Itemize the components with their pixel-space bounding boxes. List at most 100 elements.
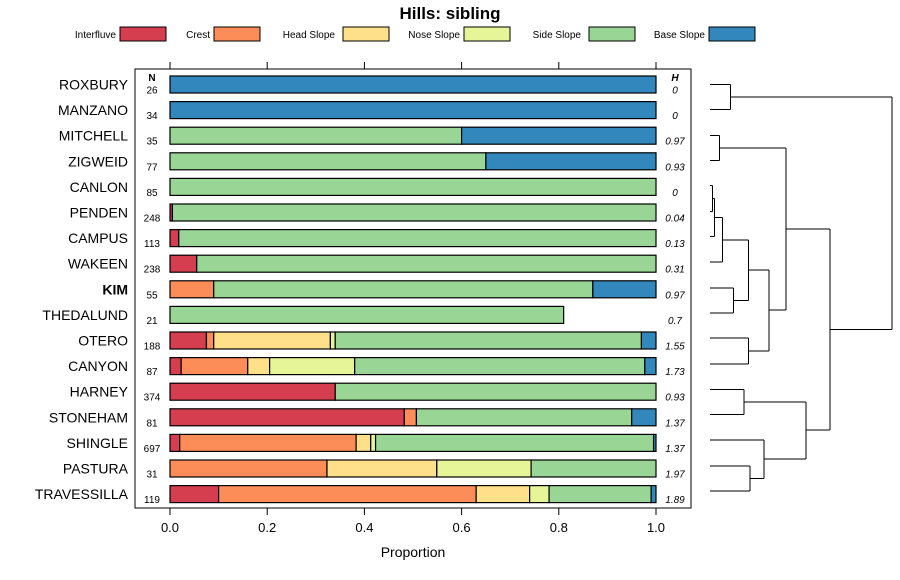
x-tick-label: 0.6 xyxy=(453,520,471,535)
bar-segment xyxy=(354,357,646,376)
row-n: 374 xyxy=(144,393,161,404)
row-mitchell: MITCHELL 35 0.97 xyxy=(59,126,685,148)
row-h: 0.97 xyxy=(665,137,685,148)
dendrogram-branch xyxy=(710,217,723,263)
bar-segment xyxy=(169,229,180,248)
x-axis: 0.0 0.2 0.4 0.6 0.8 1.0 xyxy=(161,508,665,535)
bar-segment xyxy=(370,433,377,452)
bar-segment xyxy=(475,485,531,504)
legend-label: Base Slope xyxy=(654,30,706,41)
legend: Interfluve Crest Head Slope Nose Slope Side … xyxy=(75,26,756,42)
bar-segment xyxy=(169,485,220,504)
bar-segment xyxy=(179,433,357,452)
row-thedalund: THEDALUND 21 0.7 xyxy=(42,305,682,327)
row-campus: CAMPUS 113 0.13 xyxy=(68,229,685,250)
bar-segment xyxy=(355,433,372,452)
dendrogram-branch xyxy=(710,84,892,110)
legend-swatch xyxy=(708,26,756,42)
legend-label: Nose Slope xyxy=(408,30,460,41)
bar-segment xyxy=(530,459,657,478)
dendrogram-branch xyxy=(710,185,713,212)
row-h: 0.93 xyxy=(665,393,685,404)
row-n: 697 xyxy=(144,444,161,455)
bar-segment xyxy=(374,433,655,452)
bar-segment xyxy=(196,254,657,273)
legend-swatch xyxy=(463,26,511,42)
row-label: ZIGWEID xyxy=(68,153,128,169)
bar-segment xyxy=(334,382,657,401)
bar-segment xyxy=(169,382,336,401)
row-n: 188 xyxy=(144,342,161,353)
bar-segment xyxy=(169,75,657,94)
row-h: 1.97 xyxy=(665,470,685,481)
bar-segment xyxy=(640,331,657,350)
bar-segment xyxy=(171,203,657,222)
row-label: ROXBURY xyxy=(59,77,129,93)
row-n: 35 xyxy=(146,137,158,148)
dendrogram-branch xyxy=(744,401,807,460)
h-header: H xyxy=(671,73,679,84)
row-n: 21 xyxy=(146,316,158,327)
bar-segment xyxy=(650,485,657,504)
row-h: 0.31 xyxy=(665,265,684,276)
row-label: THEDALUND xyxy=(42,307,128,323)
bar-segment xyxy=(169,280,215,299)
row-manzano: MANZANO 34 0 xyxy=(58,100,678,122)
row-label: OTERO xyxy=(78,333,128,349)
top-ticks xyxy=(169,62,657,69)
row-wakeen: WAKEEN 238 0.31 xyxy=(68,254,685,276)
row-h: 0.13 xyxy=(665,239,685,250)
row-label: PENDEN xyxy=(70,205,128,221)
row-h: 0.93 xyxy=(665,162,685,173)
bar-segment xyxy=(205,331,215,350)
row-h: 0.97 xyxy=(665,290,685,301)
bar-segment xyxy=(485,152,657,171)
row-label: KIM xyxy=(102,281,128,297)
bar-segment xyxy=(548,485,652,504)
dendrogram-branch xyxy=(710,135,720,161)
bar-segment xyxy=(169,433,181,452)
bar-segment xyxy=(180,357,249,376)
x-tick-label: 0.2 xyxy=(258,520,276,535)
row-h: 1.73 xyxy=(665,367,685,378)
row-n: 85 xyxy=(146,188,158,199)
bar-segment xyxy=(592,280,657,299)
row-zigweid: ZIGWEID 77 0.93 xyxy=(68,152,685,173)
dendrogram-branch xyxy=(710,287,734,314)
row-h: 0.7 xyxy=(668,316,682,327)
row-pastura: PASTURA 31 1.97 xyxy=(63,459,685,481)
row-label: HARNEY xyxy=(70,384,129,400)
legend-label: Crest xyxy=(186,30,210,41)
bar-segment xyxy=(269,357,356,376)
row-h: 0 xyxy=(672,86,678,97)
bar-segment xyxy=(461,126,657,145)
row-n: 87 xyxy=(146,367,158,378)
row-h: 1.37 xyxy=(665,418,685,429)
row-label: PASTURA xyxy=(63,461,129,477)
row-label: CAMPUS xyxy=(68,230,128,246)
row-harney: HARNEY 374 0.93 xyxy=(70,382,685,404)
row-n: 26 xyxy=(146,86,158,97)
legend-swatch xyxy=(119,26,167,42)
legend-label: Head Slope xyxy=(283,30,336,41)
bar-segment xyxy=(529,485,550,504)
row-n: 31 xyxy=(146,470,158,481)
row-stoneham: STONEHAM 81 1.37 xyxy=(49,408,685,429)
legend-label: Side Slope xyxy=(533,30,582,41)
bar-segment xyxy=(415,408,633,427)
legend-swatch xyxy=(588,26,636,42)
row-canlon: CANLON 85 0 xyxy=(70,177,678,199)
row-label: TRAVESSILLA xyxy=(35,486,129,502)
x-tick-label: 0.8 xyxy=(550,520,568,535)
bar-segment xyxy=(169,408,405,427)
row-label: WAKEEN xyxy=(68,256,128,272)
row-kim: KIM 55 0.97 xyxy=(102,280,685,301)
row-h: 0 xyxy=(672,111,678,122)
row-penden: PENDEN 248 0.04 xyxy=(70,203,685,225)
x-tick-label: 1.0 xyxy=(647,520,665,535)
row-label: STONEHAM xyxy=(49,409,128,425)
bar-segment xyxy=(326,459,438,478)
chart-title: Hills: sibling xyxy=(399,4,500,23)
plot-frame xyxy=(134,68,692,509)
